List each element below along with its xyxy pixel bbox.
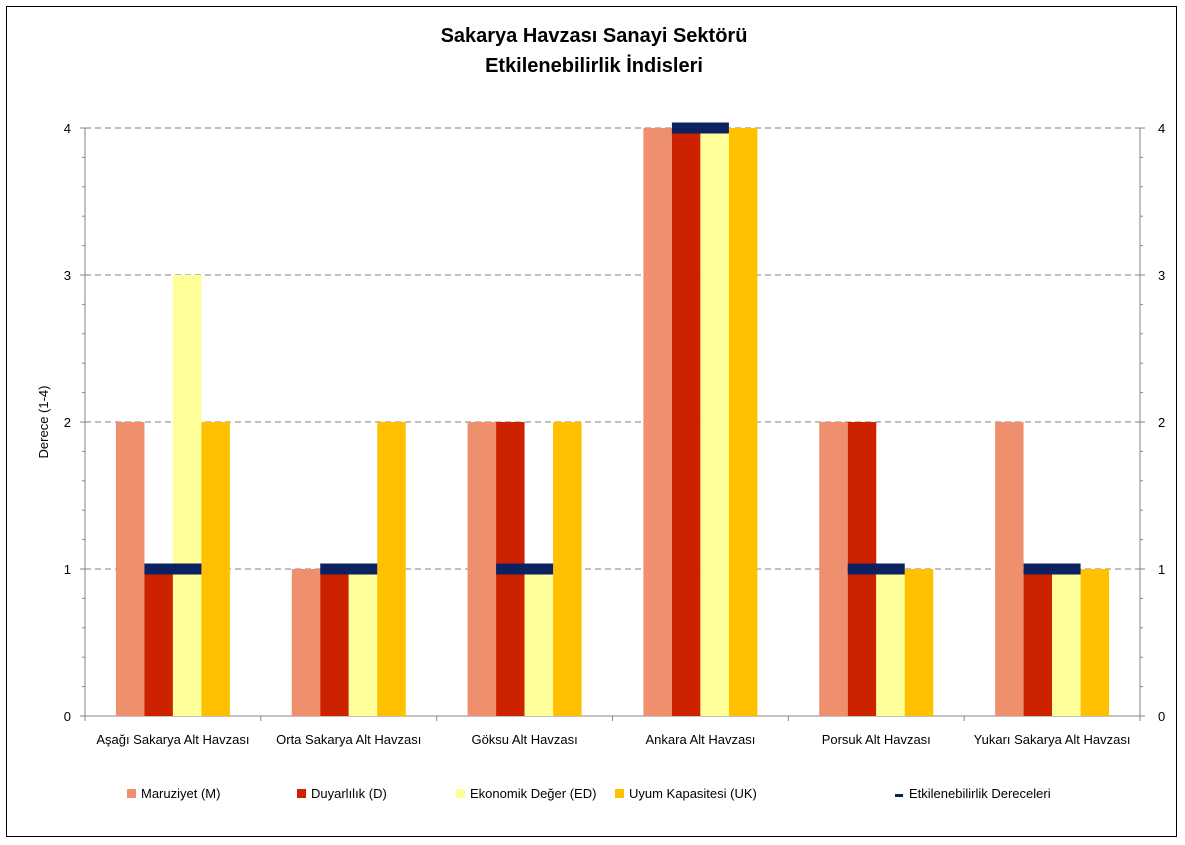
marker-dash: [671, 122, 729, 134]
bar-2: [320, 569, 349, 716]
bar-1: [291, 569, 321, 716]
category-label: Orta Sakarya Alt Havzası: [276, 732, 421, 747]
category-label: Göksu Alt Havzası: [471, 732, 577, 747]
legend-swatch: [127, 789, 136, 798]
bar-2: [1023, 569, 1053, 716]
bar-1: [995, 422, 1024, 716]
legend-label: Maruziyet (M): [141, 786, 220, 801]
legend-label: Ekonomik Değer (ED): [470, 786, 596, 801]
legend-swatch: [895, 794, 903, 797]
legend-swatch: [456, 789, 465, 798]
bar-4: [1080, 569, 1110, 716]
marker-dash: [144, 563, 202, 575]
plot-area: 0 0 1 1 2 2 3 3 4 4 Aşağı Sakarya Alt Havzası Orta …: [64, 121, 1165, 747]
y-tick-label-right: 4: [1158, 121, 1165, 136]
bar-2: [671, 128, 701, 716]
legend-label: Uyum Kapasitesi (UK): [629, 786, 757, 801]
bar-1: [467, 422, 497, 716]
y-tick-label-right: 2: [1158, 415, 1165, 430]
bar-4: [904, 569, 934, 716]
legend-label: Duyarlılık (D): [311, 786, 387, 801]
marker-dash: [847, 563, 905, 575]
y-tick-label-left: 0: [64, 709, 71, 724]
bar-1: [115, 422, 145, 716]
bar-4: [377, 422, 406, 716]
y-axis-title: Derece (1-4): [36, 386, 51, 459]
chart-title-line-2: Etkilenebilirlik İndisleri: [485, 54, 703, 77]
category-label: Ankara Alt Havzası: [646, 732, 756, 747]
chart-title-line-1: Sakarya Havzası Sanayi Sektörü: [441, 25, 748, 47]
y-tick-label-left: 4: [64, 121, 71, 136]
y-tick-label-left: 1: [64, 562, 71, 577]
category-label: Yukarı Sakarya Alt Havzası: [974, 732, 1131, 747]
bar-3: [172, 275, 202, 716]
legend-swatch: [297, 789, 306, 798]
legend-swatch: [615, 789, 624, 798]
bar-3: [876, 569, 905, 716]
y-tick-label-right: 0: [1158, 709, 1165, 724]
legend: Maruziyet (M) Duyarlılık (D) Ekonomik Değe…: [127, 786, 1051, 801]
y-tick-label-left: 2: [64, 415, 71, 430]
category-label: Porsuk Alt Havzası: [822, 732, 931, 747]
marker-dash: [1023, 563, 1081, 575]
bar-1: [819, 422, 848, 716]
legend-label: Etkilenebilirlik Dereceleri: [909, 786, 1051, 801]
marker-dash: [496, 563, 554, 575]
category-label: Aşağı Sakarya Alt Havzası: [96, 732, 249, 747]
bar-4: [553, 422, 582, 716]
marker-dash: [320, 563, 378, 575]
bar-3: [1052, 569, 1081, 716]
y-tick-label-right: 3: [1158, 268, 1165, 283]
bar-1: [643, 128, 672, 716]
bar-4: [201, 422, 230, 716]
y-tick-label-left: 3: [64, 268, 71, 283]
bar-3: [700, 128, 729, 716]
y-tick-label-right: 1: [1158, 562, 1165, 577]
bar-3: [524, 569, 554, 716]
bar-3: [348, 569, 378, 716]
bar-2: [144, 569, 173, 716]
bar-4: [728, 128, 758, 716]
